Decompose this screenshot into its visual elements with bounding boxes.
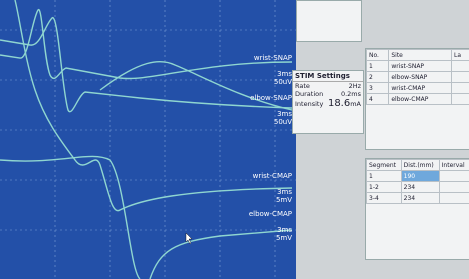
- screen: wrist-SNAP3ms50uVelbow-SNAP3ms50uVwrist-…: [0, 0, 469, 279]
- header-cell: Site: [389, 50, 452, 61]
- empty-cell: [452, 83, 469, 94]
- header-cell: Segment: [367, 160, 402, 171]
- empty-cell: [452, 61, 469, 72]
- table-cell: 4: [367, 94, 389, 105]
- table-cell: 1-2: [367, 182, 402, 193]
- header-cell: Interval: [439, 160, 469, 171]
- waveform-area: wrist-SNAP3ms50uVelbow-SNAP3ms50uVwrist-…: [0, 0, 296, 279]
- table-cell: elbow-CMAP: [389, 94, 452, 105]
- header-cell: Dist.(mm): [401, 160, 439, 171]
- header-cell: La: [452, 50, 469, 61]
- mini-panel: [296, 0, 362, 42]
- intensity-label: Intensity: [295, 100, 323, 108]
- trace-label: elbow-SNAP: [250, 94, 292, 102]
- header-cell: No.: [367, 50, 389, 61]
- empty-cell: [439, 171, 469, 182]
- empty-cell: [439, 182, 469, 193]
- intensity-value: 18.6: [328, 98, 350, 109]
- table-cell: 190: [401, 171, 439, 182]
- trace-time: 3ms: [277, 110, 292, 118]
- trace-time: 3ms: [277, 70, 292, 78]
- trace-gain: 5mV: [276, 234, 292, 242]
- trace-gain: 5mV: [276, 196, 292, 204]
- table-cell: 234: [401, 182, 439, 193]
- trace-gain: 50uV: [274, 78, 292, 86]
- trace-time: 3ms: [277, 188, 292, 196]
- trace-label: wrist-CMAP: [253, 172, 292, 180]
- trace-time: 3ms: [277, 226, 292, 234]
- trace-gain: 50uV: [274, 118, 292, 126]
- table-cell: 1: [367, 171, 402, 182]
- stim-label: Duration: [295, 90, 323, 98]
- empty-cell: [452, 94, 469, 105]
- empty-cell: [452, 72, 469, 83]
- stim-title: STIM Settings: [293, 71, 363, 82]
- stim-row: Rate 2Hz: [293, 82, 363, 90]
- stim-row: Duration 0.2ms: [293, 90, 363, 98]
- table-cell: 2: [367, 72, 389, 83]
- stim-value: 0.2ms: [341, 90, 361, 98]
- table-cell: 1: [367, 61, 389, 72]
- trace-label: elbow-CMAP: [249, 210, 292, 218]
- stim-value: 2Hz: [349, 82, 361, 90]
- stim-settings-panel: STIM Settings Rate 2Hz Duration 0.2ms Inten…: [292, 70, 364, 134]
- table-cell: wrist-CMAP: [389, 83, 452, 94]
- stim-label: Rate: [295, 82, 310, 90]
- table-cell: 234: [401, 193, 439, 204]
- trace-label: wrist-SNAP: [254, 54, 292, 62]
- table-cell: wrist-SNAP: [389, 61, 452, 72]
- intensity-unit: mA: [350, 100, 361, 108]
- table-cell: elbow-SNAP: [389, 72, 452, 83]
- table-cell: 3-4: [367, 193, 402, 204]
- empty-cell: [439, 193, 469, 204]
- table-cell: 3: [367, 83, 389, 94]
